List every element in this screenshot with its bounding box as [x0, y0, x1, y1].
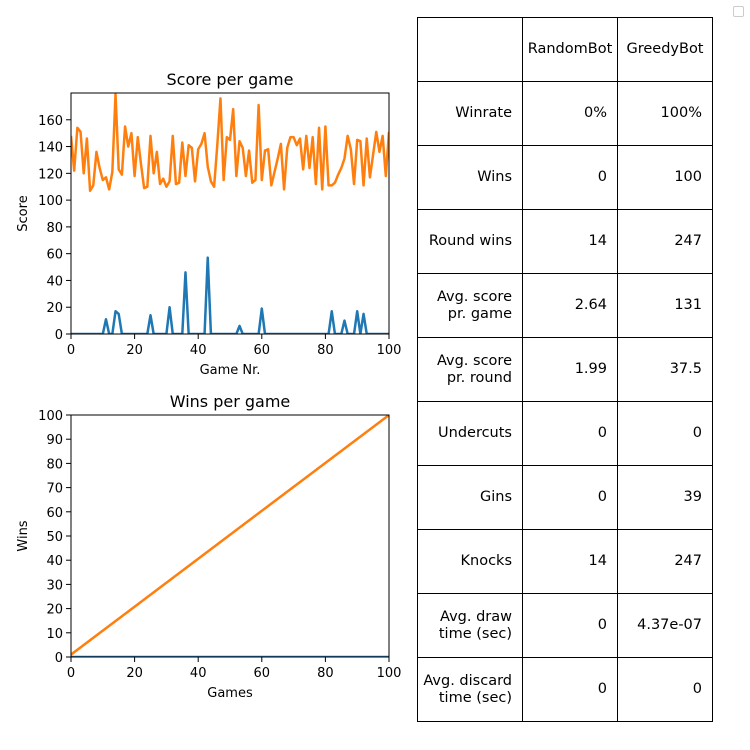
x-tick-label: 0	[67, 666, 75, 681]
row-label: Avg. draw time (sec)	[417, 593, 523, 658]
row-label: Avg. discard time (sec)	[417, 657, 523, 722]
row-label: Gins	[417, 465, 523, 530]
randombot-value: 0	[522, 593, 618, 658]
row-label: Knocks	[417, 529, 523, 594]
randombot-value: 1.99	[522, 337, 618, 402]
row-label: Round wins	[417, 209, 523, 274]
x-axis-label: Games	[207, 686, 253, 701]
greedybot-value: 37.5	[617, 337, 713, 402]
x-tick-label: 20	[126, 666, 143, 681]
chart-title: Wins per game	[170, 392, 291, 411]
y-tick-label: 0	[55, 651, 63, 666]
randombot-value: 14	[522, 209, 618, 274]
y-tick-label: 140	[38, 141, 63, 156]
chart-title: Score per game	[167, 70, 294, 89]
table-header-corner	[417, 17, 523, 82]
table-row: Avg. score pr. game 2.64 131	[417, 273, 713, 338]
y-tick-label: 0	[55, 328, 63, 343]
table-row: Avg. draw time (sec) 0 4.37e-07	[417, 593, 713, 658]
y-tick-label: 120	[38, 167, 63, 182]
table-row: Gins 0 39	[417, 465, 713, 530]
greedybot-value: 247	[617, 209, 713, 274]
greedybot-value: 39	[617, 465, 713, 530]
y-tick-label: 100	[38, 409, 63, 424]
row-label: Wins	[417, 145, 523, 210]
x-axis-label: Game Nr.	[200, 363, 261, 378]
table-header-greedybot: GreedyBot	[617, 17, 713, 82]
y-tick-label: 10	[46, 627, 63, 642]
y-tick-label: 20	[46, 603, 63, 618]
randombot-value: 0	[522, 657, 618, 722]
greedybot-value: 100%	[617, 81, 713, 146]
y-tick-label: 50	[46, 530, 63, 545]
table-row: Avg. discard time (sec) 0 0	[417, 657, 713, 722]
row-label: Undercuts	[417, 401, 523, 466]
x-tick-label: 80	[317, 343, 334, 358]
series-line-2	[71, 415, 389, 656]
table-row: Knocks 14 247	[417, 529, 713, 594]
legend-box	[733, 6, 744, 17]
table-header-randombot: RandomBot	[522, 17, 618, 82]
y-tick-label: 60	[46, 506, 63, 521]
table-row: Winrate 0% 100%	[417, 81, 713, 146]
randombot-value: 0	[522, 465, 618, 530]
x-tick-label: 0	[67, 343, 75, 358]
y-tick-label: 60	[46, 248, 63, 263]
greedybot-value: 131	[617, 273, 713, 338]
row-label: Avg. score pr. round	[417, 337, 523, 402]
y-tick-label: 90	[46, 433, 63, 448]
greedybot-value: 0	[617, 657, 713, 722]
series-line-2	[71, 93, 389, 192]
y-tick-label: 80	[46, 221, 63, 236]
table-row: Round wins 14 247	[417, 209, 713, 274]
randombot-value: 14	[522, 529, 618, 594]
x-tick-label: 20	[126, 343, 143, 358]
x-tick-label: 60	[254, 343, 271, 358]
x-tick-label: 40	[190, 666, 207, 681]
x-tick-label: 100	[377, 343, 402, 358]
table-row: Undercuts 0 0	[417, 401, 713, 466]
table-header-row: RandomBot GreedyBot	[417, 17, 713, 82]
y-tick-label: 70	[46, 482, 63, 497]
greedybot-value: 100	[617, 145, 713, 210]
y-tick-label: 40	[46, 554, 63, 569]
y-tick-label: 80	[46, 457, 63, 472]
x-tick-label: 60	[254, 666, 271, 681]
greedybot-value: 0	[617, 401, 713, 466]
series-line-1	[71, 256, 389, 334]
greedybot-value: 4.37e-07	[617, 593, 713, 658]
x-tick-label: 40	[190, 343, 207, 358]
x-tick-label: 80	[317, 666, 334, 681]
y-tick-label: 40	[46, 274, 63, 289]
y-axis-label: Wins	[16, 520, 31, 551]
axes-frame	[70, 92, 390, 335]
y-axis-label: Score	[16, 195, 31, 231]
y-tick-label: 20	[46, 301, 63, 316]
y-tick-label: 160	[38, 114, 63, 129]
greedybot-value: 247	[617, 529, 713, 594]
row-label: Avg. score pr. game	[417, 273, 523, 338]
table-row: Wins 0 100	[417, 145, 713, 210]
wins-per-game-chart: 0 20 40 60 80 100 0 10 20 30 40 50 60 70 80 90 100 Wins p…	[16, 392, 401, 701]
y-tick-label: 100	[38, 194, 63, 209]
score-per-game-chart: 0 20 40 60 80 100 0 20 40 60 80 100 120 140 160 Score p…	[16, 70, 401, 378]
y-tick-label: 30	[46, 578, 63, 593]
randombot-value: 0	[522, 401, 618, 466]
randombot-value: 0%	[522, 81, 618, 146]
randombot-value: 0	[522, 145, 618, 210]
table-row: Avg. score pr. round 1.99 37.5	[417, 337, 713, 402]
randombot-value: 2.64	[522, 273, 618, 338]
stats-table: RandomBot GreedyBot Winrate 0% 100% Wins…	[417, 17, 713, 722]
row-label: Winrate	[417, 81, 523, 146]
x-tick-label: 100	[377, 666, 402, 681]
